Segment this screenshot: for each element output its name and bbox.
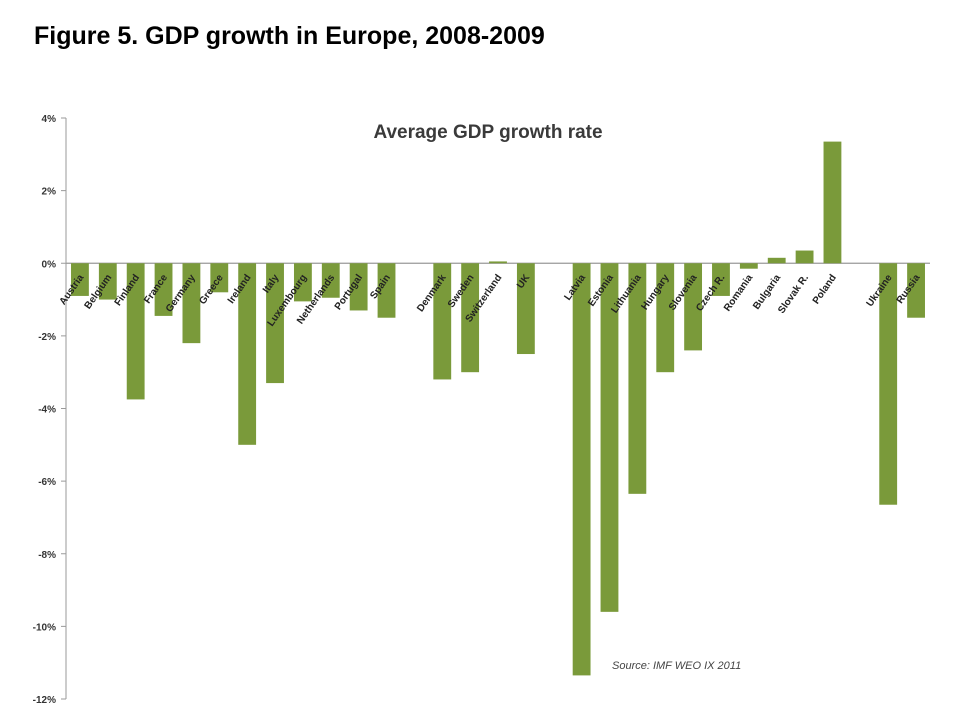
bar: [377, 263, 396, 318]
bar: [572, 263, 591, 676]
bar: [712, 263, 730, 296]
y-tick-label: -2%: [38, 332, 56, 343]
x-tick-label: Poland: [811, 273, 839, 307]
bar: [266, 263, 284, 384]
bar: [879, 263, 898, 505]
bar: [433, 263, 452, 380]
y-tick-label: 4%: [42, 114, 57, 125]
bar: [321, 263, 340, 298]
chart-title: Average GDP growth rate: [373, 122, 602, 143]
bar: [126, 263, 145, 400]
bar: [795, 250, 814, 264]
bar: [349, 263, 368, 311]
y-tick-label: -8%: [38, 550, 56, 561]
y-tick-label: 2%: [42, 187, 57, 198]
bar: [823, 141, 842, 264]
y-tick-label: -6%: [38, 477, 56, 488]
bar: [461, 263, 480, 373]
source-note: Source: IMF WEO IX 2011: [612, 660, 741, 672]
bar: [516, 263, 535, 355]
y-tick-label: -12%: [33, 695, 56, 706]
bar: [293, 263, 312, 302]
bar: [767, 257, 786, 264]
bar: [238, 263, 257, 445]
bar: [154, 263, 173, 316]
bar: [489, 261, 507, 264]
bar: [182, 263, 201, 344]
bar: [628, 263, 647, 494]
y-tick-label: -4%: [38, 405, 56, 416]
bar: [210, 263, 229, 293]
figure-title: Figure 5. GDP growth in Europe, 2008-200…: [34, 22, 545, 50]
y-tick-label: -10%: [33, 622, 56, 633]
bar: [600, 263, 619, 612]
bar: [684, 263, 703, 351]
bar: [71, 263, 89, 296]
bar: [907, 263, 925, 318]
bar: [739, 263, 758, 269]
bar: [656, 263, 675, 373]
y-tick-label: 0%: [42, 259, 57, 270]
bar: [98, 263, 117, 300]
